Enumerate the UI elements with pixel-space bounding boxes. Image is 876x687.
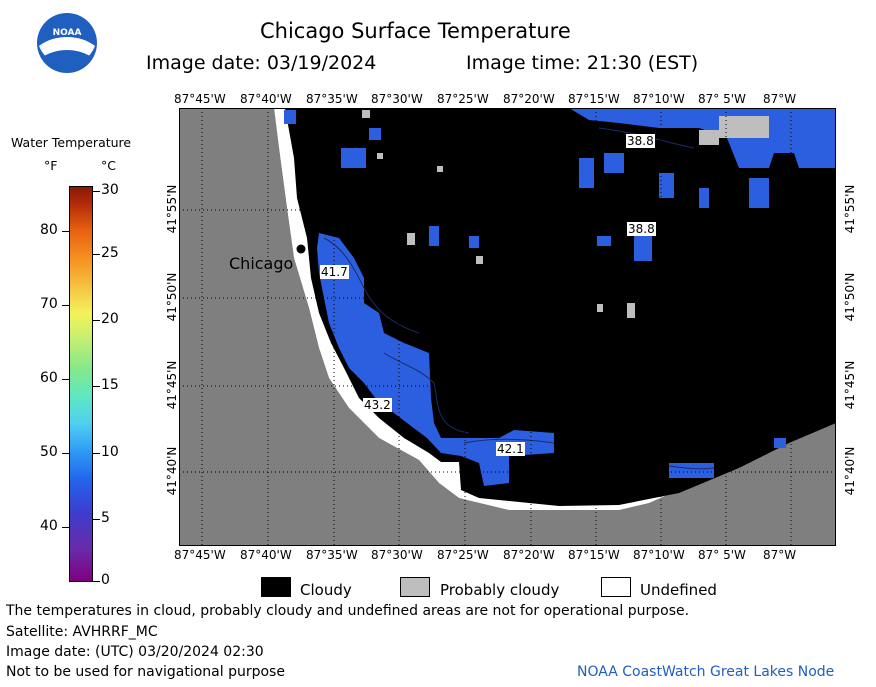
graticule — [179, 108, 836, 546]
colorbar-c-tickmark — [93, 191, 100, 192]
image-date: Image date: 03/19/2024 — [146, 52, 377, 74]
lon-label-top: 87°W — [763, 92, 797, 106]
contour-label: 38.8 — [627, 222, 656, 236]
colorbar-f-tick: 60 — [40, 370, 58, 386]
lon-label-bottom: 87°45'W — [174, 548, 226, 562]
colorbar — [69, 186, 93, 582]
lon-label-bottom: 87°30'W — [371, 548, 423, 562]
chicago-marker — [296, 244, 306, 254]
lat-label-left: 41°45'N — [165, 360, 179, 410]
lon-label-top: 87°20'W — [503, 92, 555, 106]
lon-label-bottom: 87°35'W — [306, 548, 358, 562]
undefined-label: Undefined — [640, 581, 717, 599]
utc-date-text: Image date: (UTC) 03/20/2024 02:30 — [6, 644, 264, 660]
noaa-logo: NOAA — [36, 12, 98, 74]
colorbar-c-tickmark — [93, 254, 100, 255]
colorbar-c-tickmark — [93, 581, 100, 582]
credit-text: NOAA CoastWatch Great Lakes Node — [577, 664, 835, 680]
colorbar-c-tickmark — [93, 386, 100, 387]
colorbar-f-tick: 80 — [40, 222, 58, 238]
contour-lines — [323, 127, 715, 470]
lon-label-top: 87°40'W — [240, 92, 292, 106]
probably-cloudy-pixels — [362, 110, 769, 318]
city-label: Chicago — [229, 254, 294, 273]
page-title: Chicago Surface Temperature — [260, 19, 571, 43]
lon-label-bottom: 87°40'W — [240, 548, 292, 562]
colorbar-c-tickmark — [93, 453, 100, 454]
water-temp-pixels — [284, 108, 836, 486]
probably-cloudy-swatch — [400, 577, 430, 597]
cloudy-swatch — [261, 577, 291, 597]
lon-label-top: 87°25'W — [437, 92, 489, 106]
lon-label-bottom: 87°25'W — [437, 548, 489, 562]
lon-label-top: 87°30'W — [371, 92, 423, 106]
shore-land — [179, 108, 836, 546]
colorbar-unit-f: °F — [44, 158, 58, 173]
satellite-text: Satellite: AVHRRF_MC — [6, 624, 158, 640]
contour-label: 41.7 — [320, 265, 349, 279]
lon-label-bottom: 87°20'W — [503, 548, 555, 562]
undefined-swatch — [601, 577, 631, 597]
lon-label-top: 87°45'W — [174, 92, 226, 106]
colorbar-f-tickmark — [62, 231, 69, 232]
probably-cloudy-label: Probably cloudy — [440, 581, 560, 599]
colorbar-f-tick: 40 — [40, 518, 58, 534]
colorbar-c-tickmark — [93, 519, 100, 520]
lon-label-bottom: 87°15'W — [568, 548, 620, 562]
disclaimer-text: The temperatures in cloud, probably clou… — [6, 603, 690, 619]
colorbar-f-tickmark — [62, 453, 69, 454]
colorbar-c-tickmark — [93, 320, 100, 321]
lon-label-top: 87°15'W — [568, 92, 620, 106]
colorbar-f-tickmark — [62, 527, 69, 528]
lat-label-right: 41°40'N — [843, 446, 857, 496]
lat-label-left: 41°55'N — [165, 184, 179, 234]
lon-label-top: 87°10'W — [633, 92, 685, 106]
colorbar-f-tickmark — [62, 379, 69, 380]
colorbar-title: Water Temperature — [11, 135, 132, 150]
noaa-logo-icon: NOAA — [37, 13, 97, 73]
colorbar-c-tick: 20 — [101, 311, 119, 327]
map-image — [179, 108, 836, 546]
colorbar-f-tick: 70 — [40, 296, 58, 312]
lon-label-bottom: 87° 5'W — [698, 548, 746, 562]
lon-label-bottom: 87°10'W — [633, 548, 685, 562]
cloudy-label: Cloudy — [300, 581, 352, 599]
colorbar-c-tick: 5 — [101, 510, 110, 526]
colorbar-unit-c: °C — [101, 158, 116, 173]
lat-label-left: 41°50'N — [165, 272, 179, 322]
lat-label-right: 41°50'N — [843, 272, 857, 322]
colorbar-c-tick: 15 — [101, 377, 119, 393]
image-time: Image time: 21:30 (EST) — [466, 52, 699, 74]
lon-label-bottom: 87°W — [763, 548, 797, 562]
lat-label-right: 41°45'N — [843, 360, 857, 410]
lat-label-left: 41°40'N — [165, 446, 179, 496]
colorbar-c-tick: 0 — [101, 572, 110, 588]
lon-label-top: 87°35'W — [306, 92, 358, 106]
contour-label: 42.1 — [496, 442, 525, 456]
colorbar-c-tick: 25 — [101, 245, 119, 261]
colorbar-c-tick: 10 — [101, 444, 119, 460]
colorbar-f-tickmark — [62, 305, 69, 306]
lat-label-right: 41°55'N — [843, 184, 857, 234]
nav-warning-text: Not to be used for navigational purpose — [6, 664, 285, 680]
contour-label: 38.8 — [626, 134, 655, 148]
contour-label: 43.2 — [363, 398, 392, 412]
map-panel: 38.8 38.8 41.7 43.2 42.1 Chicago — [179, 108, 836, 546]
lon-label-top: 87° 5'W — [698, 92, 746, 106]
logo-text: NOAA — [53, 28, 82, 38]
colorbar-f-tick: 50 — [40, 444, 58, 460]
colorbar-c-tick: 30 — [101, 182, 119, 198]
